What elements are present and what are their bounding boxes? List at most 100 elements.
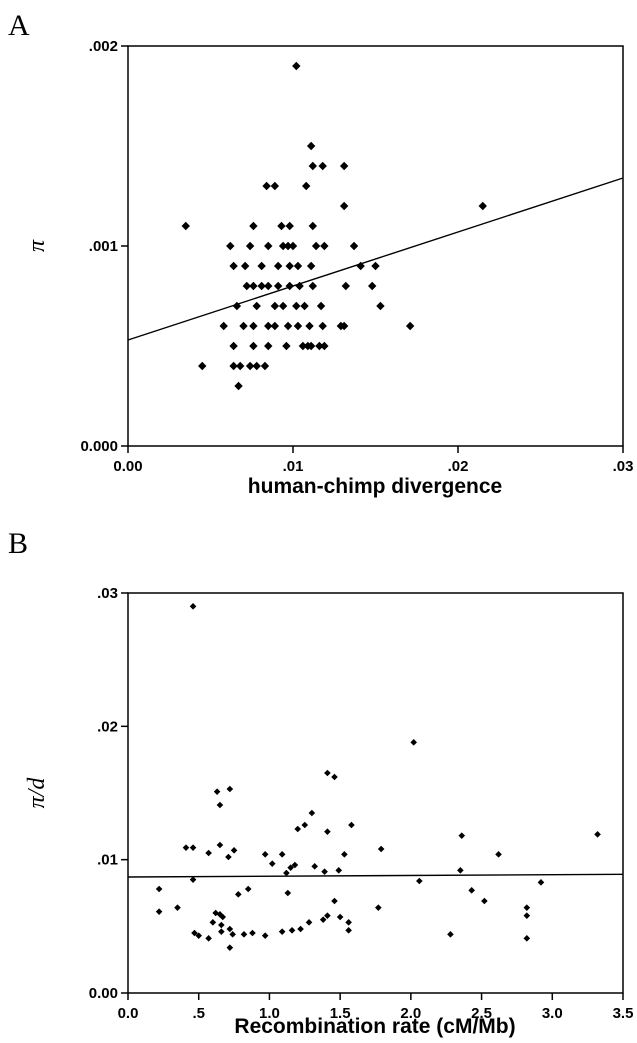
data-point [318,161,327,171]
data-point [481,897,488,905]
data-point [240,261,250,271]
data-point [285,221,294,231]
data-point [278,928,286,935]
data-point [155,908,163,915]
data-point [205,935,212,942]
data-point [219,321,228,331]
data-point [198,361,207,371]
x-tick-label: .5 [192,1005,205,1022]
data-point [297,925,304,933]
data-point [218,928,225,935]
data-point [377,845,385,853]
data-point [523,935,531,942]
y-axis-label-b: π/d [24,777,50,809]
data-point [300,301,309,311]
data-point [226,785,234,793]
y-tick-label: .001 [89,238,118,255]
y-tick-label: .02 [97,718,118,735]
data-point [339,161,349,171]
data-point [287,864,294,871]
y-axis-label-a: π [24,239,50,252]
data-point [278,851,286,858]
data-point [324,828,331,835]
data-point [341,851,348,858]
data-point [447,931,454,938]
data-point [244,885,252,893]
data-point [308,161,317,171]
data-point [270,321,280,331]
data-point [257,261,266,271]
x-tick-label: .01 [283,458,304,475]
data-point [189,876,197,883]
data-point [331,773,338,781]
x-axis-label-a: human-chimp divergence [248,475,502,498]
x-tick-label: 0.00 [113,458,142,475]
data-point [235,891,242,898]
data-point [405,321,415,331]
data-point [249,341,258,351]
data-point [242,281,251,291]
data-point [293,321,303,331]
data-point [226,944,234,951]
data-point [212,909,219,917]
data-point [252,361,261,371]
data-point [458,832,466,839]
data-point [252,301,261,311]
data-point [305,919,313,926]
data-point [191,929,198,937]
x-axis-label-b: Recombination rate (cM/Mb) [234,1015,515,1038]
data-point [293,261,303,271]
data-point [282,341,291,351]
fit-line-a [127,177,624,341]
data-point [216,841,224,849]
data-point [284,889,292,897]
data-point [318,321,327,331]
data-point [278,301,288,311]
data-point [285,281,294,291]
data-point [594,831,601,838]
data-point [336,913,344,921]
chart-panel-a: A 0.00 .01 .02 .03 0.000 .001 .002 human-chimp… [8,9,633,498]
data-point [189,603,197,610]
data-point [155,885,163,893]
data-point [189,844,197,851]
data-point [283,869,290,877]
data-point [260,361,270,371]
y-tick-label: 0.000 [80,438,118,455]
data-point [468,887,475,894]
data-point [301,821,309,829]
data-point [308,221,317,231]
chart-panel-b: B 0.0 .5 1.0 1.5 2.0 2.5 3.0 3.5 0.00 .01 .02 .03 R… [8,527,633,1038]
data-point [239,321,248,331]
data-point [216,801,224,809]
data-point [249,281,258,291]
data-point [283,321,293,331]
data-point [288,927,296,934]
x-tick-label: 2.5 [471,1005,492,1022]
data-point [209,919,217,926]
data-point [232,301,242,311]
fit-line-b [127,873,624,878]
data-point [356,261,365,271]
data-point [324,769,331,777]
data-point [278,241,288,251]
data-point [302,181,311,191]
data-point [249,929,256,937]
data-point [261,851,269,858]
y-tick-label: .03 [97,585,118,602]
data-point [311,241,321,251]
data-point [295,281,304,291]
data-point [245,241,255,251]
y-tick-label: 0.00 [89,985,118,1002]
data-point [537,879,545,886]
data-point [249,321,258,331]
data-point [339,321,349,331]
data-point [218,921,225,929]
data-point [229,361,238,371]
data-point [321,868,328,875]
data-point [174,904,181,911]
data-point [345,919,352,926]
data-point [320,341,329,351]
data-point [376,301,385,311]
data-point [306,341,316,351]
